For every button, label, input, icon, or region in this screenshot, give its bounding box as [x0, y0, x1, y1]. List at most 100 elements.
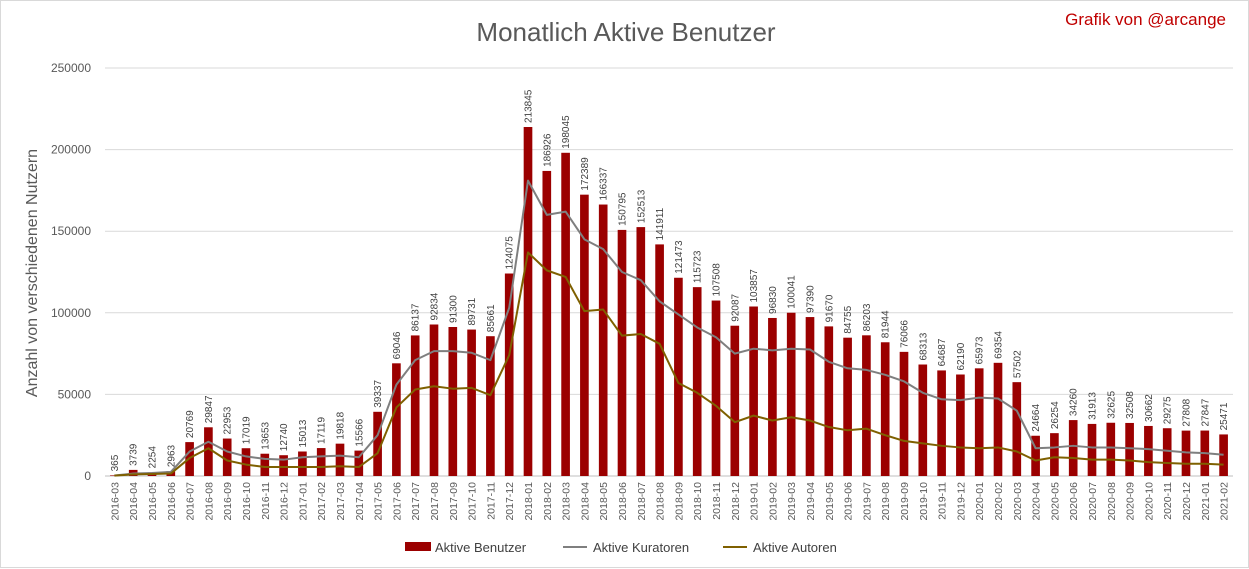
data-label: 32625 — [1106, 391, 1117, 419]
data-label: 96830 — [768, 286, 779, 314]
x-tick-label: 2018-11 — [711, 482, 723, 520]
x-tick-label: 2020-08 — [1106, 482, 1118, 521]
data-label: 86203 — [862, 303, 873, 331]
bar-series — [110, 127, 1228, 477]
y-tick-label: 0 — [84, 469, 91, 483]
line-series — [114, 179, 1224, 477]
x-tick-label: 2018-04 — [579, 482, 591, 521]
x-tick-label: 2019-12 — [955, 482, 967, 521]
chart-title: Monatlich Aktive Benutzer — [476, 17, 775, 47]
data-label: 57502 — [1012, 350, 1023, 378]
x-tick-label: 2018-08 — [655, 482, 667, 521]
data-label: 13653 — [260, 421, 271, 449]
x-tick-label: 2017-07 — [410, 482, 422, 521]
data-label: 29847 — [204, 395, 215, 423]
bar — [1125, 422, 1134, 476]
data-label: 213845 — [524, 89, 535, 123]
x-tick-label: 2021-02 — [1219, 482, 1231, 521]
bar — [222, 438, 232, 476]
data-label: 152513 — [636, 189, 647, 223]
data-label: 27808 — [1182, 398, 1193, 426]
x-tick-label: 2016-06 — [166, 482, 178, 521]
bar — [1012, 382, 1022, 476]
bar — [204, 427, 213, 476]
x-tick-label: 2016-03 — [109, 482, 121, 521]
bar — [956, 374, 965, 476]
bar — [692, 287, 702, 476]
x-tick-label: 2018-09 — [673, 482, 685, 521]
data-label: 89731 — [467, 297, 478, 325]
x-tick-label: 2019-10 — [918, 482, 930, 521]
legend-swatch — [405, 542, 431, 551]
data-label: 64687 — [937, 338, 948, 366]
legend-label: Aktive Kuratoren — [593, 540, 689, 555]
bar — [467, 329, 476, 476]
data-label: 92834 — [430, 292, 441, 320]
x-tick-label: 2016-07 — [185, 482, 197, 521]
x-tick-label: 2016-09 — [222, 482, 234, 521]
bar — [824, 326, 834, 476]
x-tick-label: 2020-05 — [1049, 482, 1061, 521]
data-label: 107508 — [712, 263, 723, 297]
bar — [974, 368, 984, 476]
bar — [1068, 420, 1078, 476]
bar — [279, 455, 288, 476]
x-tick-label: 2017-09 — [448, 482, 460, 521]
x-tick-label: 2019-02 — [767, 482, 779, 521]
data-label: 86137 — [411, 303, 422, 331]
data-label: 15013 — [298, 419, 309, 447]
data-label: 26254 — [1050, 401, 1061, 429]
data-label: 12740 — [279, 423, 290, 451]
bar — [843, 337, 852, 476]
x-tick-label: 2017-06 — [391, 482, 403, 521]
data-label: 29275 — [1163, 396, 1174, 424]
bar — [1106, 422, 1116, 476]
data-label: 30662 — [1144, 394, 1155, 422]
x-tick-label: 2020-03 — [1012, 482, 1024, 521]
data-label: 69046 — [392, 331, 403, 359]
bar — [636, 227, 646, 476]
x-tick-label: 2018-05 — [598, 482, 610, 521]
x-tick-label: 2019-03 — [786, 482, 798, 521]
x-tick-label: 2019-01 — [749, 482, 761, 521]
bar — [1050, 433, 1059, 476]
bar — [580, 194, 589, 477]
data-label: 27847 — [1200, 398, 1211, 426]
data-label: 2963 — [166, 444, 177, 467]
bar — [862, 335, 871, 476]
data-label: 69354 — [994, 331, 1005, 359]
x-tick-label: 2018-03 — [561, 482, 573, 521]
data-label: 19818 — [336, 411, 347, 439]
data-label: 17119 — [317, 417, 328, 445]
x-tick-label: 2018-10 — [692, 482, 704, 521]
bar — [598, 204, 608, 476]
data-label: 22953 — [223, 406, 234, 434]
x-tick-label: 2020-06 — [1068, 482, 1080, 521]
y-axis-ticks: 0 50000 100000 150000 200000 250000 — [51, 61, 91, 483]
y-tick-label: 250000 — [51, 61, 91, 75]
y-tick-label: 200000 — [51, 143, 91, 157]
x-tick-label: 2019-08 — [880, 482, 892, 521]
x-tick-label: 2017-11 — [485, 482, 497, 520]
bar — [392, 363, 401, 476]
x-tick-label: 2019-04 — [805, 482, 817, 521]
bar — [316, 448, 326, 476]
data-label: 20769 — [185, 410, 196, 438]
data-label: 31913 — [1088, 392, 1099, 420]
x-tick-label: 2017-02 — [316, 482, 328, 521]
data-label: 97390 — [806, 285, 817, 313]
x-tick-label: 2017-12 — [504, 482, 516, 521]
x-tick-label: 2016-04 — [128, 482, 140, 521]
data-label: 62190 — [956, 342, 967, 370]
data-label: 150795 — [618, 192, 629, 226]
data-label: 121473 — [674, 240, 685, 274]
bar — [786, 312, 796, 476]
bar — [486, 336, 495, 476]
series-line — [114, 251, 1224, 477]
bar — [918, 364, 928, 476]
x-tick-label: 2018-01 — [523, 482, 535, 521]
bar — [1031, 435, 1040, 476]
data-label: 103857 — [749, 269, 760, 303]
